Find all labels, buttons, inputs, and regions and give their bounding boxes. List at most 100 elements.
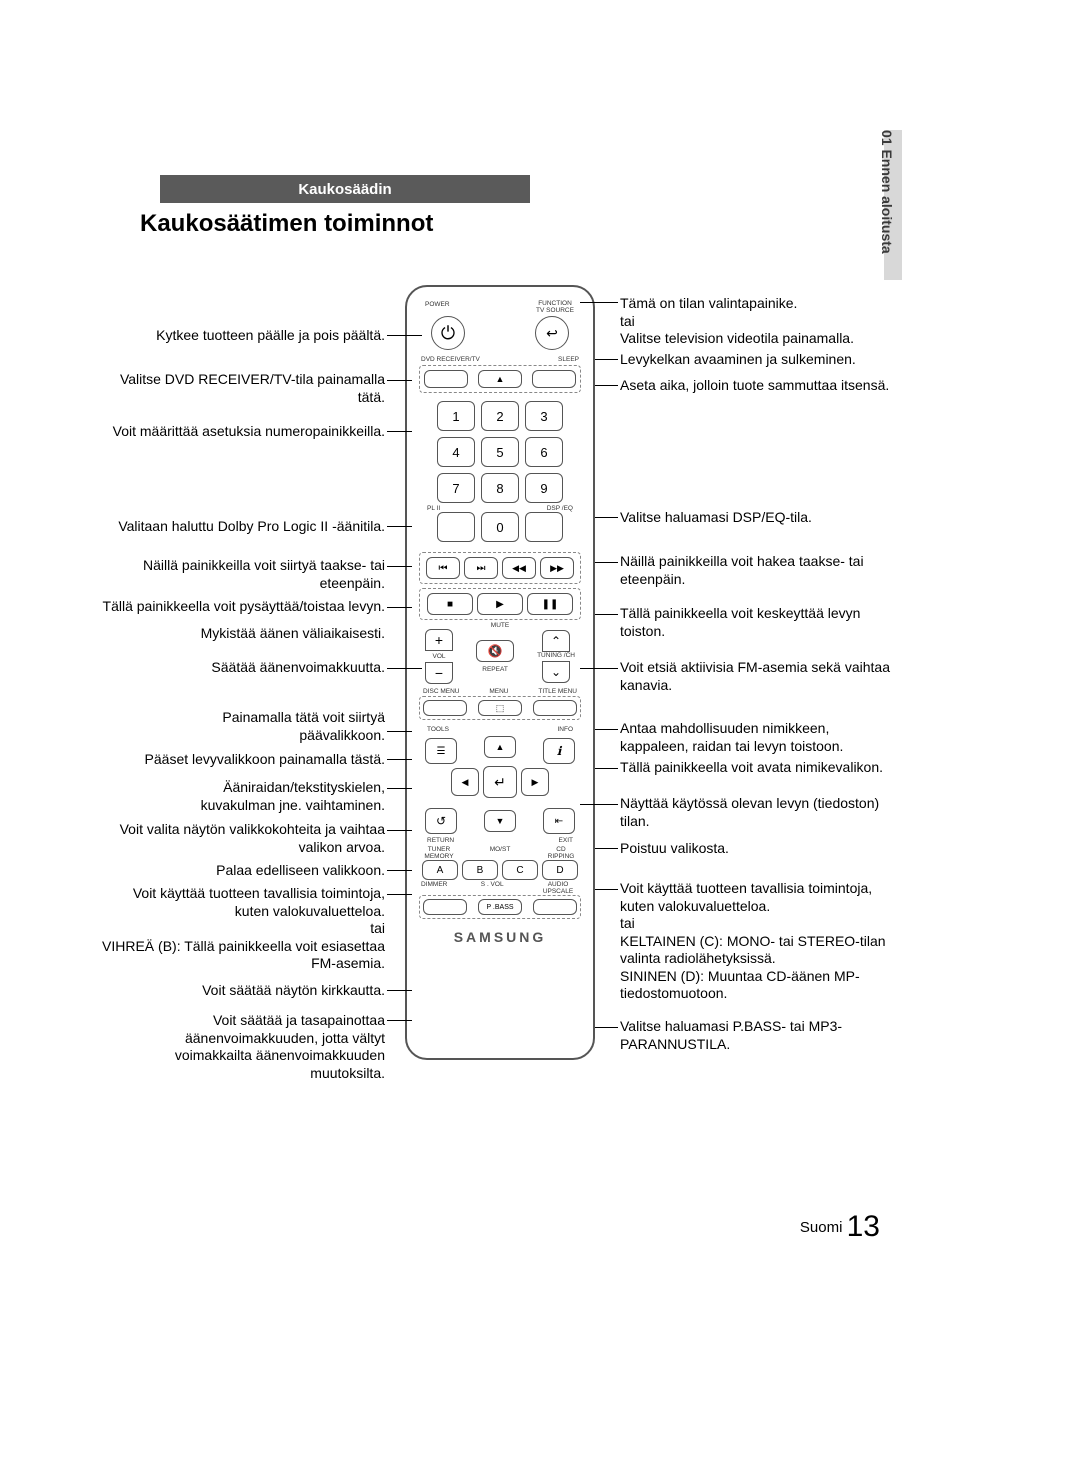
arrow-up-button[interactable]: ▲ (484, 736, 516, 758)
lead (595, 889, 618, 890)
num-9-button[interactable]: 9 (525, 473, 563, 503)
lead (387, 731, 412, 732)
exit-button[interactable]: ⇤ (543, 808, 575, 834)
pbass-button[interactable]: P .BASS (478, 899, 522, 915)
source-button[interactable]: ↩ (535, 316, 569, 350)
num-4-button[interactable]: 4 (437, 437, 475, 467)
page-footer: Suomi 13 (800, 1210, 880, 1244)
vol-down-button[interactable]: − (425, 662, 453, 684)
arrow-down-button[interactable]: ▼ (484, 810, 516, 832)
enter-button[interactable]: ↵ (483, 766, 517, 798)
num-0-button[interactable]: 0 (481, 512, 519, 542)
lead (595, 768, 618, 769)
sleep-button[interactable] (532, 370, 576, 388)
callout-l-3: Valitaan haluttu Dolby Pro Logic II -ään… (75, 518, 385, 536)
num-8-button[interactable]: 8 (481, 473, 519, 503)
lead (387, 830, 412, 831)
callout-l-14: Voit säätää näytön kirkkautta. (140, 982, 385, 1000)
lead (595, 614, 618, 615)
return-button[interactable]: ↺ (425, 808, 457, 834)
lead (580, 804, 618, 805)
callout-r-4: Näillä painikkeilla voit hakea taakse- t… (620, 553, 900, 588)
stop-button[interactable]: ■ (427, 593, 473, 615)
callout-l-2: Voit määrittää asetuksia numeropainikkei… (70, 423, 385, 441)
color-b-button[interactable]: B (462, 860, 498, 880)
callout-r-9: Näyttää käytössä olevan levyn (tiedoston… (620, 795, 900, 830)
callout-r-3: Valitse haluamasi DSP/EQ-tila. (620, 509, 900, 527)
lead (595, 729, 618, 730)
lead (387, 788, 412, 789)
num-5-button[interactable]: 5 (481, 437, 519, 467)
eject-button[interactable]: ▲ (478, 370, 522, 388)
power-button[interactable]: ⏻ (431, 316, 465, 350)
arrow-right-button[interactable]: ▶ (521, 768, 549, 796)
lead (595, 848, 618, 849)
dspeq-button[interactable] (525, 512, 563, 542)
brand-logo: SAMSUNG (407, 929, 593, 945)
color-a-button[interactable]: A (422, 860, 458, 880)
tuning-down-button[interactable]: ⌄ (542, 661, 570, 683)
color-c-button[interactable]: C (502, 860, 538, 880)
lead (387, 870, 412, 871)
mute-button[interactable]: 🔇 (476, 640, 514, 662)
remote-body: POWER FUNCTION TV SOURCE ⏻ ↩ DVD RECEIVE… (405, 285, 595, 1060)
plii-button[interactable] (437, 512, 475, 542)
menu-button[interactable]: ⬚ (478, 700, 522, 716)
callout-r-7: Antaa mahdollisuuden nimikkeen, kappalee… (620, 720, 900, 755)
section-bar: Kaukosäädin (160, 175, 530, 203)
num-2-button[interactable]: 2 (481, 401, 519, 431)
num-3-button[interactable]: 3 (525, 401, 563, 431)
num-6-button[interactable]: 6 (525, 437, 563, 467)
color-d-button[interactable]: D (542, 860, 578, 880)
dimmer-label: DIMMER (421, 881, 447, 895)
num-7-button[interactable]: 7 (437, 473, 475, 503)
disc-menu-button[interactable] (423, 700, 467, 716)
footer-page: 13 (847, 1210, 880, 1243)
lead (595, 359, 618, 360)
callout-r-6: Voit etsiä aktiivisia FM-asemia sekä vai… (620, 659, 900, 694)
callout-r-0: Tämä on tilan valintapainike. tai Valits… (620, 295, 900, 348)
tools-label: TOOLS (427, 726, 449, 733)
info-button[interactable]: ℹ (543, 738, 575, 764)
title-menu-button[interactable] (533, 700, 577, 716)
cd-ripping-label: CD RIPPING (543, 846, 579, 860)
audio-upscale-button[interactable] (533, 899, 577, 915)
prev-button[interactable]: ⏮ (426, 557, 460, 579)
callout-l-6: Mykistää äänen väliaikaisesti. (145, 625, 385, 643)
pause-button[interactable]: ❚❚ (527, 593, 573, 615)
lead (580, 302, 618, 303)
lead (387, 566, 412, 567)
footer-lang: Suomi (800, 1219, 843, 1236)
tuning-up-button[interactable]: ⌃ (542, 630, 570, 652)
callout-l-7: Säätää äänenvoimakkuutta. (155, 659, 385, 677)
lead (595, 385, 618, 386)
callout-l-9: Pääset levyvalikkoon painamalla tästä. (90, 751, 385, 769)
exit-label: EXIT (559, 837, 573, 844)
play-button[interactable]: ▶ (477, 593, 523, 615)
receiver-tv-button[interactable] (424, 370, 468, 388)
vol-up-button[interactable]: + (425, 629, 453, 651)
arrow-left-button[interactable]: ◀ (451, 768, 479, 796)
lead (595, 1027, 618, 1028)
callout-l-11: Voit valita näytön valikkokohteita ja va… (115, 821, 385, 856)
plii-label: PL II (427, 505, 440, 512)
callout-r-2: Aseta aika, jolloin tuote sammuttaa itse… (620, 377, 900, 395)
tools-button[interactable]: ☰ (425, 738, 457, 764)
dspeq-label: DSP /EQ (547, 505, 573, 512)
dimmer-button[interactable] (423, 899, 467, 915)
function-label: FUNCTION TV SOURCE (535, 301, 575, 314)
lead (387, 759, 412, 760)
tuner-memory-label: TUNER MEMORY (421, 846, 457, 860)
ffwd-button[interactable]: ▶▶ (540, 557, 574, 579)
next-button[interactable]: ⏭ (464, 557, 498, 579)
callout-r-5: Tällä painikkeella voit keskeyttää levyn… (620, 605, 900, 640)
lead (387, 607, 412, 608)
lead (595, 562, 618, 563)
rewind-button[interactable]: ◀◀ (502, 557, 536, 579)
callout-l-8: Painamalla tätä voit siirtyä päävalikkoo… (165, 709, 385, 744)
callout-r-11: Voit käyttää tuotteen tavallisia toimint… (620, 880, 900, 1003)
num-1-button[interactable]: 1 (437, 401, 475, 431)
mute-label: MUTE (407, 622, 593, 629)
lead (387, 1020, 412, 1021)
info-label: INFO (557, 726, 573, 733)
